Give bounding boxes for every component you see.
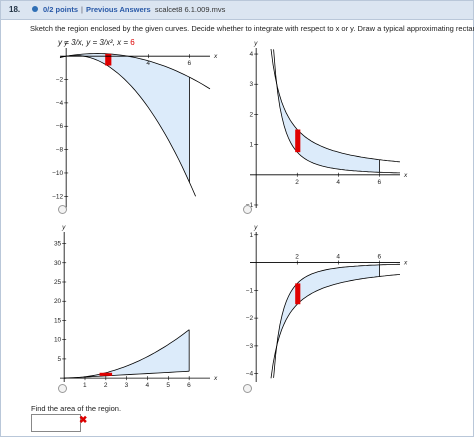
y-tick-label: 10 bbox=[54, 337, 62, 344]
x-axis-label: x bbox=[213, 375, 218, 382]
x-tick-label: 5 bbox=[166, 382, 170, 389]
x-tick-label: 4 bbox=[146, 382, 150, 389]
y-tick-label: −10 bbox=[52, 170, 63, 177]
y-tick-label: 2 bbox=[250, 111, 254, 118]
shaded-region bbox=[276, 84, 380, 173]
y-tick-label: −4 bbox=[246, 371, 254, 378]
y-tick-label: 5 bbox=[58, 356, 62, 363]
x-axis-label: x bbox=[403, 172, 408, 179]
y-axis-label: y bbox=[61, 224, 66, 231]
points-link[interactable]: 0/2 points bbox=[43, 5, 79, 14]
graph-option-d: x y 2 4 6 1 −1 −2 −3 −4 bbox=[246, 224, 408, 382]
x-tick-label: 6 bbox=[187, 60, 191, 67]
x-tick-label: 6 bbox=[187, 382, 191, 389]
area-answer-input[interactable] bbox=[31, 414, 81, 432]
curve-equations: y = 3/x, y = 3/x², x = 6 bbox=[58, 38, 135, 47]
radio-option-a[interactable] bbox=[58, 205, 67, 214]
curve-upper bbox=[273, 263, 400, 378]
x-tick-label: 4 bbox=[336, 254, 340, 261]
x-tick-label: 2 bbox=[104, 382, 108, 389]
x-tick-label: 1 bbox=[83, 382, 87, 389]
graph-option-a: x y 4 6 −2 −4 −6 −8 −10 −12 bbox=[52, 40, 218, 208]
equation-text: y = 3/x, y = 3/x², x = bbox=[58, 38, 131, 47]
y-axis-label: y bbox=[253, 224, 258, 231]
question-prompt: Sketch the region enclosed by the given … bbox=[30, 24, 474, 33]
y-tick-label: 3 bbox=[250, 81, 254, 88]
y-tick-label: 20 bbox=[54, 298, 62, 305]
approx-rectangle bbox=[99, 372, 113, 376]
y-tick-label: −8 bbox=[56, 147, 64, 154]
curve-3-over-x bbox=[270, 48, 401, 163]
y-tick-label: −6 bbox=[56, 123, 64, 130]
y-tick-label: −12 bbox=[52, 193, 63, 200]
approx-rectangle bbox=[295, 283, 301, 305]
radio-option-d[interactable] bbox=[243, 384, 252, 393]
shaded-region bbox=[85, 329, 190, 377]
y-tick-label: 15 bbox=[54, 317, 62, 324]
curve-3-over-x-squared bbox=[273, 49, 400, 174]
x-tick-label: 2 bbox=[295, 179, 299, 186]
previous-answers-link[interactable]: Previous Answers bbox=[85, 5, 151, 14]
shaded-region bbox=[66, 53, 190, 183]
y-tick-label: −3 bbox=[246, 343, 254, 350]
x-tick-label: 4 bbox=[146, 60, 150, 67]
y-tick-label: 25 bbox=[54, 279, 62, 286]
header-text: 0/2 points | Previous Answers scalcet8 6.1… bbox=[43, 5, 225, 14]
y-tick-label: −2 bbox=[246, 315, 254, 322]
question-number: 18. bbox=[9, 5, 21, 14]
approx-rectangle bbox=[295, 129, 301, 153]
graph-option-c: x y 1 2 3 4 5 6 35 30 25 20 15 10 5 bbox=[54, 224, 218, 389]
x-axis-label: x bbox=[403, 260, 408, 267]
shaded-region bbox=[276, 264, 380, 346]
header-separator: | bbox=[81, 5, 83, 14]
x-tick-label: 4 bbox=[336, 179, 340, 186]
y-tick-label: −2 bbox=[56, 77, 64, 84]
y-tick-label: 1 bbox=[250, 142, 254, 149]
status-dot-icon bbox=[32, 6, 38, 12]
x-tick-label: 3 bbox=[125, 382, 129, 389]
y-tick-label: 1 bbox=[250, 232, 254, 239]
y-tick-label: 30 bbox=[54, 260, 62, 267]
x-tick-label: 6 bbox=[377, 179, 381, 186]
problem-code: scalcet8 6.1.009.mvs bbox=[154, 5, 226, 14]
equation-x-value: 6 bbox=[130, 38, 135, 47]
y-axis-label: y bbox=[253, 40, 258, 47]
incorrect-icon: ✖ bbox=[79, 415, 88, 426]
y-tick-label: −4 bbox=[56, 100, 64, 107]
y-tick-label: 35 bbox=[54, 241, 62, 248]
radio-option-c[interactable] bbox=[58, 384, 67, 393]
y-tick-label: −1 bbox=[246, 287, 254, 294]
approx-rectangle bbox=[105, 53, 112, 66]
curve-upper bbox=[59, 53, 211, 90]
y-axis-label: y bbox=[63, 40, 68, 47]
x-tick-label: 2 bbox=[295, 254, 299, 261]
x-tick-label: 6 bbox=[377, 254, 381, 261]
y-tick-label: 4 bbox=[250, 51, 254, 58]
radio-option-b[interactable] bbox=[243, 205, 252, 214]
curve-lower bbox=[270, 274, 401, 379]
question-header: 18. 0/2 points | Previous Answers scalcet8… bbox=[1, 1, 473, 20]
x-axis-label: x bbox=[213, 53, 218, 60]
find-area-label: Find the area of the region. bbox=[31, 404, 122, 413]
